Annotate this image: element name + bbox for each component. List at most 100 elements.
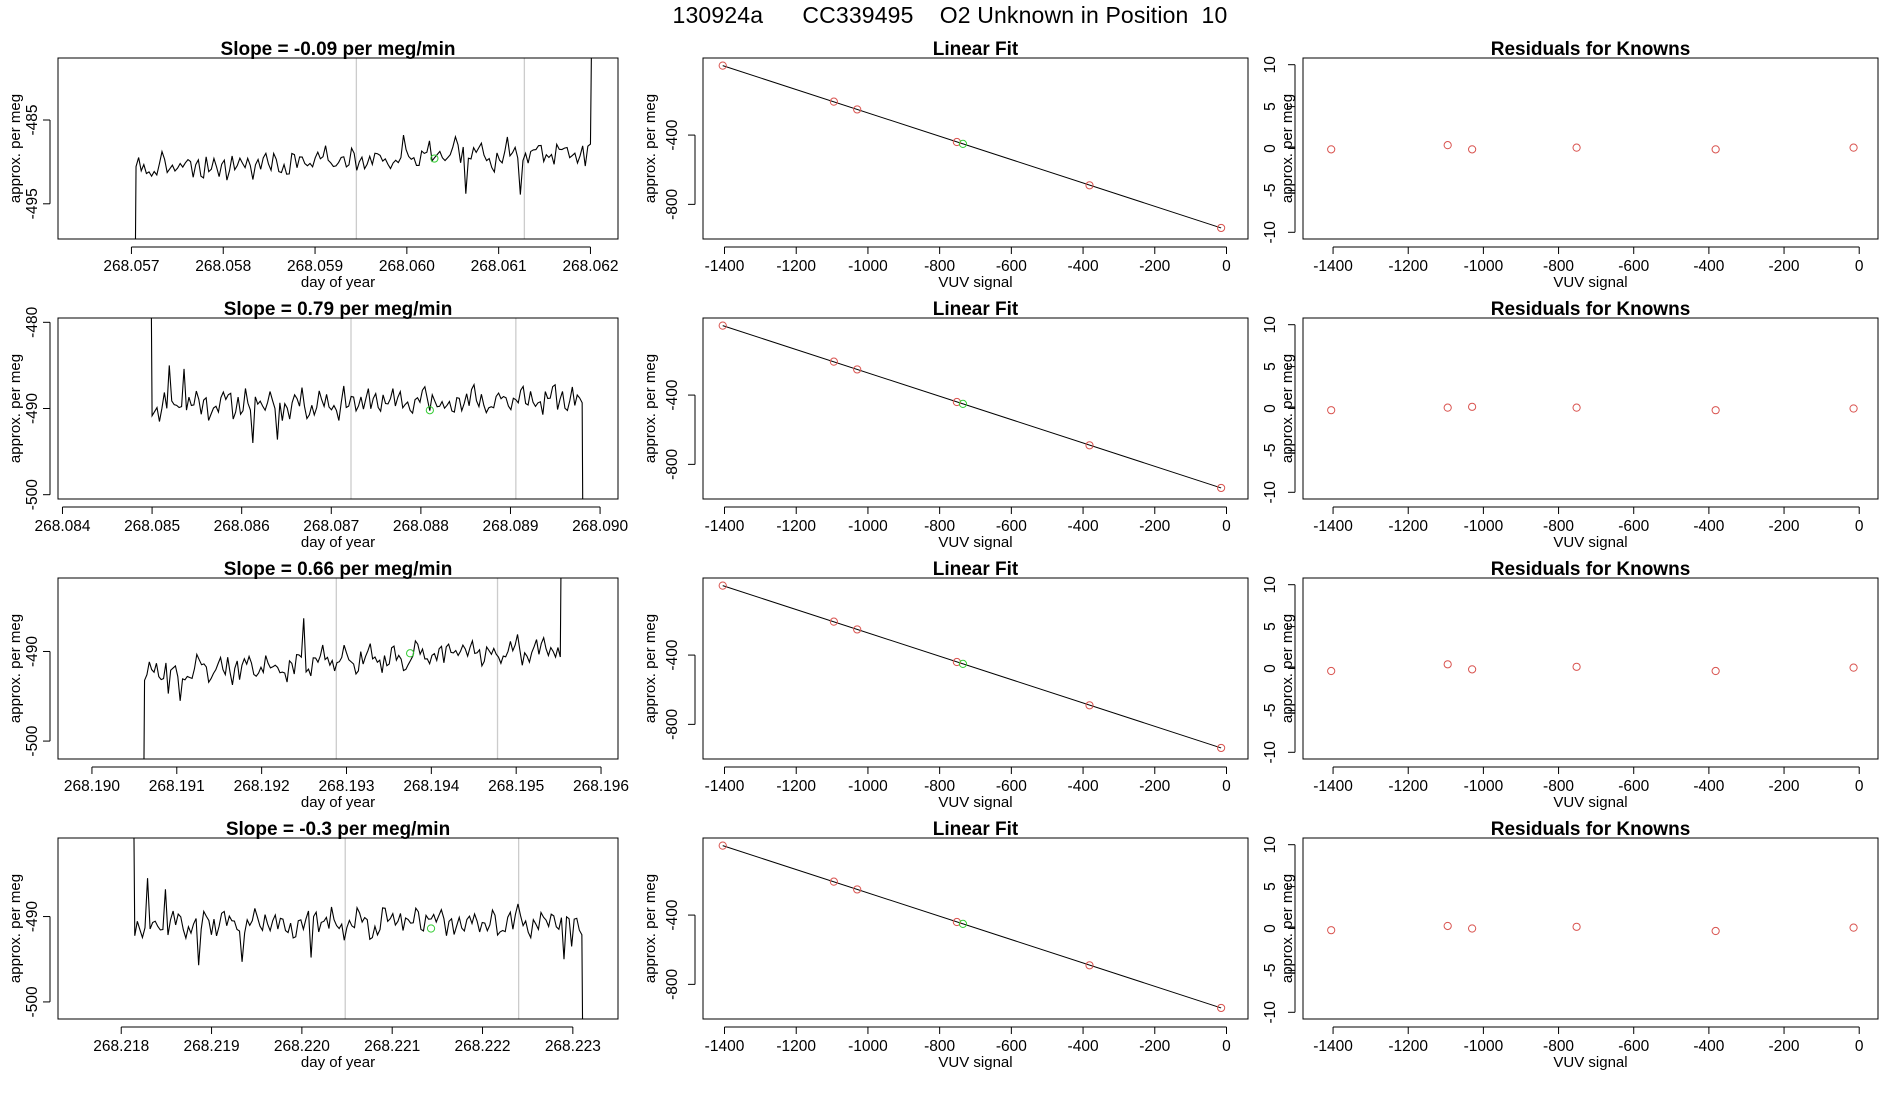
row1-linear-fit-x-tick-label: 0 [1222,258,1231,275]
row3-linear-fit: Linear Fit VUV signal approx. per meg -1400… [642,559,1249,811]
row2-linear-fit-x-tick-label: 0 [1222,518,1231,535]
row2-timeseries-title: Slope = 0.79 per meg/min [224,299,453,320]
row4-linear-fit-known-point [829,877,838,886]
row3-timeseries-x-tick-label: 268.194 [403,778,459,795]
row3-timeseries-y-tick-label: -500 [24,725,41,756]
row1-residuals-frame [1302,57,1879,240]
row2-residuals-x-tick-label: -400 [1693,518,1724,535]
row2-timeseries-xlabel: day of year [301,534,375,551]
row3-linear-fit-x-tick-label: -800 [924,778,955,795]
row2-residuals-y-tick-label: 10 [1262,316,1279,334]
row4-residuals-x-tick-label: 0 [1855,1038,1864,1055]
row2-residuals-x-tick-label: -600 [1618,518,1649,535]
row4-timeseries-y-tick-label: -490 [24,901,41,932]
row2-linear-fit-x-tick-label: -1000 [848,518,888,535]
row1-residuals-x-tick-label: -400 [1693,258,1724,275]
row1-timeseries-series-line [134,58,592,239]
row1-timeseries-x-tick-label: 268.058 [195,258,251,275]
row4-residuals-frame [1302,837,1879,1020]
row2-residuals-xlabel: VUV signal [1553,534,1627,551]
row1-linear-fit-y-tick-label: -400 [664,119,681,150]
row4-linear-fit-known-point [853,885,862,894]
row4-linear-fit-fit-line [722,845,1222,1009]
row3-timeseries-y-tick-label: -490 [24,636,41,667]
row2-residuals-ylabel: approx. per meg [1279,354,1296,463]
row1-linear-fit-fit-line [722,65,1222,229]
row1-residuals-x-tick-label: -1200 [1388,258,1428,275]
row3-linear-fit-known-point [1085,701,1094,710]
row3-residuals-frame [1302,577,1879,760]
row1-timeseries-x-tick-label: 268.059 [287,258,343,275]
row3-linear-fit-x-tick-label: -1400 [705,778,745,795]
row4-residuals-y-tick-label: 10 [1262,836,1279,854]
row1-residuals-ylabel: approx. per meg [1279,94,1296,203]
row4-timeseries-plot-area [133,838,584,1019]
row4-linear-fit-known-point [952,917,961,927]
row1-linear-fit: Linear Fit VUV signal approx. per meg -1400… [642,39,1249,291]
row3-residuals-x-tick-label: -1000 [1464,778,1504,795]
row2-residuals-y-tick-label: 5 [1262,362,1279,371]
row2-linear-fit-x-tick-label: -400 [1068,518,1099,535]
row3-timeseries-xlabel: day of year [301,794,375,811]
row2-linear-fit-x-tick-label: -1200 [776,518,816,535]
row3-timeseries-series-line [143,578,562,759]
row3-linear-fit-x-tick-label: 0 [1222,778,1231,795]
row4-residuals-y-tick-label: 5 [1262,882,1279,891]
row4-linear-fit-title: Linear Fit [933,819,1019,840]
row4-linear-fit-unknown-point [958,919,968,929]
row2-linear-fit-xlabel: VUV signal [938,534,1012,551]
row4-residuals-x-tick-label: -200 [1769,1038,1800,1055]
row2-linear-fit-frame [702,317,1249,500]
row3-residuals-y-tick-label: 0 [1262,664,1279,673]
row2-linear-fit-y-tick-label: -400 [664,379,681,410]
row1-residuals-residual-point [1572,143,1581,152]
row4-residuals-title: Residuals for Knowns [1491,819,1691,840]
row1-linear-fit-x-tick-label: -600 [996,258,1027,275]
row4-timeseries-y-tick-label: -500 [24,986,41,1017]
row2-residuals-x-tick-label: -1000 [1464,518,1504,535]
row4-residuals-ylabel: approx. per meg [1279,874,1296,983]
row1-linear-fit-xlabel: VUV signal [938,274,1012,291]
row3-residuals-y-tick-label: 10 [1262,576,1279,594]
row3-linear-fit-x-tick-label: -1000 [848,778,888,795]
row1-residuals-xlabel: VUV signal [1553,274,1627,291]
row2-linear-fit: Linear Fit VUV signal approx. per meg -1400… [642,299,1249,551]
row4-timeseries-x-tick-label: 268.221 [364,1038,420,1055]
row3-residuals-residual-point [1849,663,1858,672]
row1-residuals-title: Residuals for Knowns [1491,39,1691,60]
row3-residuals-x-tick-label: -600 [1618,778,1649,795]
row3-residuals-y-tick-label: -10 [1262,741,1279,764]
row1-linear-fit-x-tick-label: -800 [924,258,955,275]
row4-linear-fit-ylabel: approx. per meg [642,874,659,983]
row2-residuals-x-tick-label: -800 [1543,518,1574,535]
row2-residuals-residual-point [1327,406,1336,415]
row3-residuals-residual-point [1443,660,1452,669]
row2-timeseries-series-line [150,318,584,499]
row1-timeseries-frame [57,57,619,240]
row3-linear-fit-unknown-point [958,659,968,669]
row2-residuals-residual-point [1468,402,1477,411]
row2-linear-fit-x-tick-label: -800 [924,518,955,535]
row1-timeseries-title: Slope = -0.09 per meg/min [221,39,456,60]
row1-residuals-x-tick-label: 0 [1855,258,1864,275]
row2-timeseries-y-tick-label: -490 [24,393,41,424]
row1-timeseries-plot-area [134,58,592,239]
row4-linear-fit-known-point [1217,1003,1226,1013]
row3-residuals-residual-point [1711,666,1720,676]
row2-linear-fit-unknown-point [958,399,968,409]
row1-residuals-y-tick-label: 0 [1262,144,1279,153]
row2-residuals-y-tick-label: 0 [1262,404,1279,413]
row4-residuals-x-tick-label: -400 [1693,1038,1724,1055]
row1-timeseries-x-tick-label: 268.057 [103,258,159,275]
row2-linear-fit-title: Linear Fit [933,299,1019,320]
row2-linear-fit-y-tick-label: -800 [664,448,681,479]
row1-timeseries-y-tick-label: -485 [24,104,41,135]
row2-residuals-residual-point [1443,403,1452,412]
row1-residuals-y-tick-label: -10 [1262,221,1279,244]
row1-timeseries-x-tick-label: 268.061 [471,258,527,275]
row4-timeseries-unknown-marker [426,924,436,933]
row1-residuals-residual-point [1849,143,1858,152]
row2-linear-fit-x-tick-label: -1400 [705,518,745,535]
row1-residuals-y-tick-label: 10 [1262,56,1279,74]
row2-timeseries-x-tick-label: 268.088 [393,518,449,535]
